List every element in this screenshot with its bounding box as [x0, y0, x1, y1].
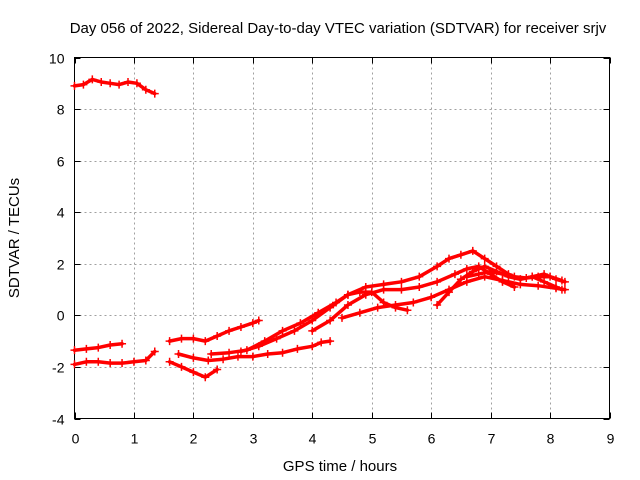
x-tick-label: 5 [369, 431, 377, 447]
data-point [356, 309, 364, 317]
data-point [94, 344, 102, 352]
axis-ticks [75, 58, 611, 420]
x-tick-label: 6 [428, 431, 436, 447]
x-tick-label: 9 [607, 431, 615, 447]
data-point [237, 323, 245, 331]
data-point [82, 358, 90, 366]
x-tick-label: 2 [190, 431, 198, 447]
series-trace [75, 79, 155, 93]
x-tick-label: 3 [250, 431, 258, 447]
data-point [166, 337, 174, 345]
y-tick-label: 10 [49, 51, 65, 67]
y-axis-label: SDTVAR / TECUs [6, 178, 23, 298]
data-point [106, 359, 114, 367]
data-point [397, 278, 405, 286]
y-tick-label: -2 [52, 360, 65, 376]
x-tick-label: 7 [488, 431, 496, 447]
data-point [82, 345, 90, 353]
data-point [175, 350, 183, 358]
y-tick-label: 8 [57, 102, 65, 118]
series-track-8 [237, 247, 569, 356]
x-tick-label: 1 [131, 431, 139, 447]
series-trace [179, 341, 331, 360]
x-tick-label: 0 [72, 431, 80, 447]
data-point [326, 337, 334, 345]
data-points [71, 75, 569, 381]
data-point [118, 359, 126, 367]
data-point [71, 346, 79, 354]
x-tick-label: 8 [547, 431, 555, 447]
data-point [403, 306, 411, 314]
data-point [279, 349, 287, 357]
data-point [97, 78, 105, 86]
y-tick-label: -4 [52, 412, 65, 428]
grid-lines [75, 58, 610, 419]
chart-title: Day 056 of 2022, Sidereal Day-to-day VTE… [70, 20, 607, 37]
x-tick-label: 4 [309, 431, 317, 447]
data-point [225, 349, 233, 357]
y-tick-label: 4 [57, 205, 65, 221]
data-point [178, 335, 186, 343]
data-point [130, 358, 138, 366]
data-point [522, 274, 530, 282]
y-tick-label: 6 [57, 154, 65, 170]
data-point [189, 354, 197, 362]
x-tick-labels: 0 1 2 3 4 5 6 7 8 9 [72, 431, 615, 447]
series-track-2 [71, 340, 127, 354]
data-point [293, 345, 301, 353]
data-point [249, 353, 257, 361]
series-track-10 [338, 273, 569, 322]
data-point [94, 358, 102, 366]
data-point [380, 286, 388, 294]
series-track-1 [71, 75, 159, 97]
data-point [264, 350, 272, 358]
data-point [118, 340, 126, 348]
data-point [124, 78, 132, 86]
data-point [457, 251, 465, 259]
data-point [106, 341, 114, 349]
data-point [415, 283, 423, 291]
data-point [115, 81, 123, 89]
sdtvar-chart: 0 1 2 3 4 5 6 7 8 9 -4 -2 0 2 4 6 8 10 Day 056 of 2022, … [0, 0, 640, 480]
data-point [374, 304, 382, 312]
y-tick-label: 0 [57, 308, 65, 324]
x-axis-label: GPS time / hours [283, 458, 397, 475]
series-track-4 [166, 317, 263, 346]
data-point [189, 335, 197, 343]
data-point [219, 355, 227, 363]
plot-frame [75, 58, 610, 419]
data-point [71, 82, 79, 90]
y-tick-label: 2 [57, 257, 65, 273]
data-point [397, 286, 405, 294]
data-point [534, 282, 542, 290]
series-trace [241, 251, 565, 352]
data-point [409, 298, 417, 306]
data-point [106, 79, 114, 87]
y-tick-labels: -4 -2 0 2 4 6 8 10 [49, 51, 65, 428]
